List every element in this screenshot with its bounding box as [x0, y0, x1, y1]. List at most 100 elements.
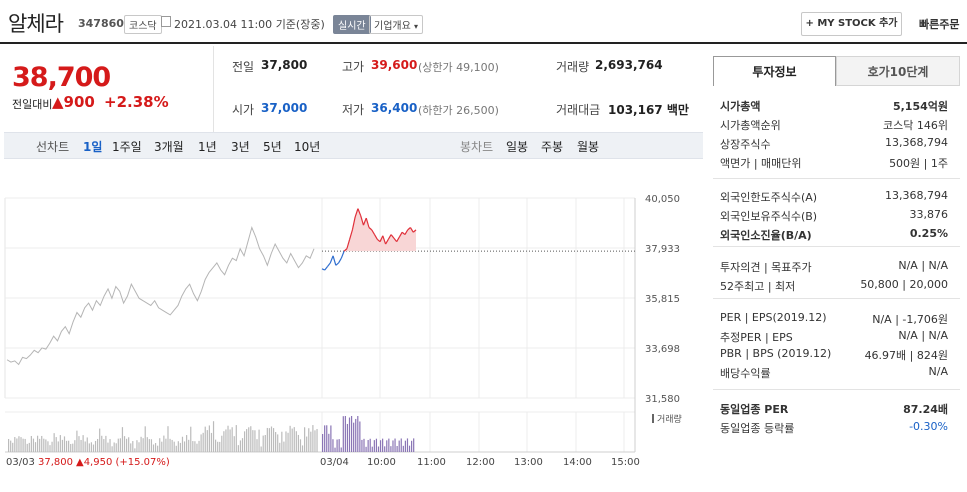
today-line-segment — [349, 229, 353, 240]
tab-1d[interactable]: 1일 — [83, 140, 103, 154]
tab-3y[interactable]: 3년 — [231, 140, 250, 154]
volume-bar — [188, 439, 190, 452]
volume-bar — [275, 432, 277, 452]
info-row: 시가총액 5,154억원 — [720, 98, 948, 114]
volume-bar — [105, 435, 107, 452]
amount-value: 103,167 백만 — [608, 103, 689, 117]
volume-bar — [90, 442, 92, 452]
volume-bar — [377, 446, 380, 452]
volume-label: 거래량 — [556, 60, 590, 74]
info-row: 액면가 | 매매단위 500원 | 1주 — [720, 155, 948, 171]
volume-bar — [181, 436, 184, 452]
volume-bar — [233, 436, 235, 452]
info-row-label: 동일업종 등락률 — [720, 422, 795, 435]
today-line-segment — [321, 268, 326, 271]
volume-bar — [353, 422, 355, 452]
volume-bar — [53, 433, 55, 452]
realtime-badge[interactable]: 실시간 — [333, 15, 371, 34]
high-value: 39,600 — [371, 58, 418, 72]
volume-bar — [279, 442, 281, 452]
volume-bar — [373, 440, 375, 452]
volume-bar — [379, 440, 382, 452]
volume-bar — [173, 441, 175, 452]
change-rate: +2.38% — [104, 93, 169, 111]
high-label: 고가 — [342, 60, 365, 74]
y-tick-label: 37,933 — [645, 244, 680, 255]
price-chart[interactable]: 40,050 37,933 35,815 33,698 31,580 거래량 03/03 03… — [0, 160, 703, 488]
volume-bar — [97, 438, 99, 452]
tab-daily[interactable]: 일봉 — [506, 140, 529, 154]
today-line-segment — [371, 229, 376, 235]
volume-bar — [237, 445, 239, 452]
volume-bar — [43, 438, 45, 452]
info-row-value: 13,368,794 — [885, 189, 948, 202]
volume-bar — [142, 438, 144, 452]
tab-1y[interactable]: 1년 — [198, 140, 217, 154]
info-row: 외국인한도주식수(A) 13,368,794 — [720, 189, 948, 205]
tab-order-book[interactable]: 호가10단계 — [836, 56, 960, 86]
tab-investment-info[interactable]: 투자정보 — [713, 56, 836, 86]
x-tick-label: 03/04 — [320, 457, 349, 468]
today-line-segment — [343, 248, 348, 252]
volume-bar — [221, 435, 223, 452]
volume-bar — [239, 440, 242, 452]
tab-5y[interactable]: 5년 — [263, 140, 282, 154]
volume-bar — [74, 440, 76, 452]
info-row-value: 46.97배 | 824원 — [864, 349, 948, 362]
y-tick-label: 40,050 — [645, 194, 680, 205]
today-up-area — [322, 208, 416, 252]
volume-bar — [225, 429, 227, 452]
info-row: 동일업종 PER 87.24배 — [720, 401, 948, 417]
prev-day-line — [6, 225, 315, 366]
quick-order-button[interactable]: 빠른주문 — [919, 18, 960, 31]
volume-bar — [262, 435, 264, 452]
add-mystock-button[interactable]: + MY STOCK 추가 — [801, 12, 902, 36]
x-tick-label: 14:00 — [563, 457, 592, 468]
info-row: 52주최고 | 최저 50,800 | 20,000 — [720, 278, 948, 294]
today-line-segment — [404, 229, 409, 235]
today-line-segment — [368, 227, 373, 231]
divider — [713, 389, 960, 390]
volume-bar — [212, 421, 215, 452]
company-info-button[interactable]: 기업개요 ▾ — [369, 15, 424, 34]
today-line-segment — [327, 262, 331, 267]
volume-bar — [252, 430, 254, 452]
volume-bar — [57, 441, 59, 452]
volume-bar — [10, 440, 12, 452]
volume-bar — [148, 439, 150, 452]
volume-bar — [12, 442, 14, 452]
volume-bar — [217, 441, 219, 452]
volume-bar — [231, 427, 233, 452]
tab-3m[interactable]: 3개월 — [154, 140, 184, 154]
volume-bar — [119, 438, 121, 452]
volume-bar — [334, 447, 336, 452]
volume-bar — [55, 437, 57, 452]
volume-bar — [175, 445, 177, 452]
volume-bar — [45, 439, 47, 452]
volume-bar — [101, 435, 103, 452]
today-line-segment — [354, 208, 359, 218]
info-row-value: N/A | N/A — [898, 329, 948, 342]
volume-bar — [396, 445, 398, 452]
tab-10y[interactable]: 10년 — [294, 140, 321, 154]
tab-monthly[interactable]: 월봉 — [577, 140, 600, 154]
volume-bar — [382, 438, 384, 452]
volume-bar — [404, 440, 406, 452]
y-tick-label: 31,580 — [645, 394, 680, 405]
volume-bar — [186, 435, 188, 452]
info-row-label: PBR | BPS (2019.12) — [720, 347, 832, 360]
line-chart-label: 선차트 — [36, 140, 70, 154]
tab-weekly[interactable]: 주봉 — [541, 140, 564, 154]
volume-bar — [159, 438, 161, 452]
today-line-segment — [338, 257, 342, 264]
price-summary: 38,700 전일대비 ▲900 +2.38% 전일 37,800 고가 39,… — [0, 46, 703, 132]
today-line-segment — [387, 234, 392, 240]
volume-bar — [18, 436, 20, 452]
volume-bar — [357, 416, 359, 452]
volume-bar — [28, 442, 30, 452]
today-line-segment — [374, 234, 378, 240]
stock-code: 347860 — [78, 17, 124, 30]
price-chart-svg: 40,050 37,933 35,815 33,698 31,580 거래량 03/03 03… — [4, 194, 682, 468]
volume-bar — [398, 440, 400, 452]
tab-1w[interactable]: 1주일 — [112, 140, 142, 154]
